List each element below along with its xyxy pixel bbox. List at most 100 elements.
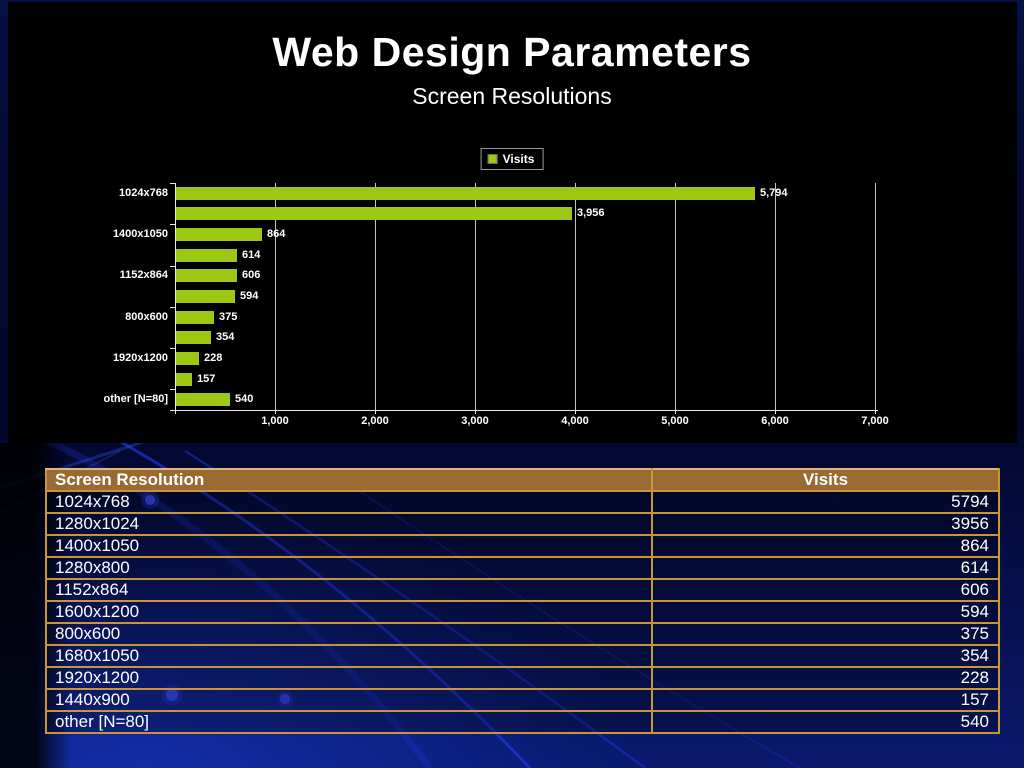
y-axis-line <box>175 183 176 410</box>
gridline <box>475 183 476 410</box>
y-axis-category-label: 1152x864 <box>119 269 168 282</box>
bar <box>176 290 235 303</box>
y-axis-category-label: 800x600 <box>125 310 168 323</box>
x-axis-tick <box>575 410 576 414</box>
table-row: 1440x900 157 <box>45 688 1000 712</box>
bar-value-label: 354 <box>216 331 235 344</box>
x-axis-tick <box>475 410 476 414</box>
bar <box>176 248 237 262</box>
cell-visits: 614 <box>651 556 1000 580</box>
x-axis-tick-label: 2,000 <box>361 415 389 427</box>
y-axis-tick <box>170 265 175 267</box>
x-axis-tick <box>875 410 876 414</box>
x-axis-tick <box>675 410 676 414</box>
table-row: 1024x768 5794 <box>45 490 1000 514</box>
slide-subtitle: Screen Resolutions <box>412 83 612 109</box>
y-axis-category-label: other [N=80] <box>103 393 169 406</box>
visits-bar-chart: 1,000 2,000 3,000 4,000 5,000 6,000 7,000 5,794… <box>103 183 889 427</box>
table-row: 1920x1200 228 <box>45 666 1000 690</box>
cell-screen-resolution: 1680x1050 <box>45 644 653 668</box>
y-axis-tick <box>170 183 175 184</box>
cell-visits: 375 <box>651 622 1000 646</box>
table-row: 1680x1050 354 <box>45 644 1000 668</box>
bar <box>176 269 237 283</box>
y-axis-category-label: 1920x1200 <box>112 351 168 364</box>
cell-visits: 864 <box>651 534 1000 558</box>
cell-screen-resolution: 1024x768 <box>45 490 653 514</box>
bar-value-label: 606 <box>242 269 261 282</box>
bar <box>176 351 199 365</box>
table-row: 1280x800 614 <box>45 556 1000 580</box>
x-axis-tick-label: 1,000 <box>261 415 289 427</box>
resolution-visits-table: Screen Resolution Visits 1024x768 5794 128… <box>45 468 1000 734</box>
y-axis-tick <box>170 389 175 391</box>
cell-screen-resolution: 1600x1200 <box>45 600 653 624</box>
gridline <box>675 183 676 410</box>
bar-value-label: 614 <box>242 248 261 261</box>
bar-value-label: 5,794 <box>760 186 788 199</box>
x-axis-tick-label: 3,000 <box>461 415 489 427</box>
y-axis-tick <box>170 224 175 226</box>
bar <box>176 207 572 221</box>
legend-visits-marker-icon <box>487 154 498 164</box>
bar-value-label: 157 <box>197 372 216 385</box>
bar <box>176 186 755 200</box>
cell-visits: 157 <box>651 688 1000 712</box>
legend-visits-label: Visits <box>502 152 535 166</box>
table-row: 800x600 375 <box>45 622 1000 646</box>
gridline <box>775 183 776 410</box>
x-axis-tick <box>175 410 176 414</box>
bar-value-label: 864 <box>267 228 286 241</box>
column-header-visits: Visits <box>651 468 1000 492</box>
bar-value-label: 594 <box>240 290 259 302</box>
y-axis-tick <box>170 348 175 350</box>
y-axis-category-label: 1024x768 <box>119 186 168 199</box>
y-axis-category-label: 1400x1050 <box>112 228 168 241</box>
table-header-row: Screen Resolution Visits <box>45 468 1000 492</box>
table-row: 1400x1050 864 <box>45 534 1000 558</box>
x-axis-tick <box>275 410 276 414</box>
gridline <box>575 183 576 410</box>
cell-visits: 354 <box>651 644 1000 668</box>
table-row: 1152x864 606 <box>45 578 1000 602</box>
column-header-screen-resolution: Screen Resolution <box>45 468 653 492</box>
x-axis-tick-label: 7,000 <box>861 415 889 427</box>
cell-screen-resolution: 1152x864 <box>45 578 653 602</box>
x-axis-tick <box>375 410 376 414</box>
cell-visits: 594 <box>651 600 1000 624</box>
bar <box>176 310 214 324</box>
cell-visits: 606 <box>651 578 1000 602</box>
gridline <box>875 183 876 410</box>
cell-visits: 540 <box>651 710 1000 734</box>
x-axis-line <box>170 410 878 411</box>
slide-title: Web Design Parameters <box>272 29 752 75</box>
cell-visits: 228 <box>651 666 1000 690</box>
chart-legend: Visits <box>480 148 544 170</box>
y-axis-tick <box>170 306 175 308</box>
bar <box>176 393 230 407</box>
cell-visits: 5794 <box>651 490 1000 514</box>
bar-value-label: 228 <box>204 351 223 364</box>
cell-screen-resolution: 1440x900 <box>45 688 653 712</box>
bar <box>176 372 192 386</box>
cell-screen-resolution: other [N=80] <box>45 710 653 734</box>
bar-value-label: 540 <box>235 393 254 406</box>
bar-value-label: 3,956 <box>577 207 605 220</box>
gridline <box>275 183 276 410</box>
table-row: 1280x1024 3956 <box>45 512 1000 536</box>
chart-black-panel <box>8 2 1017 443</box>
cell-screen-resolution: 1280x800 <box>45 556 653 580</box>
bar-value-label: 375 <box>219 310 238 323</box>
gridline <box>375 183 376 410</box>
x-axis-tick-label: 6,000 <box>761 415 789 427</box>
table-row: 1600x1200 594 <box>45 600 1000 624</box>
cell-visits: 3956 <box>651 512 1000 536</box>
cell-screen-resolution: 1280x1024 <box>45 512 653 536</box>
x-axis-tick <box>775 410 776 414</box>
cell-screen-resolution: 800x600 <box>45 622 653 646</box>
x-axis-tick-label: 5,000 <box>661 415 689 427</box>
table-row: other [N=80] 540 <box>45 710 1000 734</box>
cell-screen-resolution: 1920x1200 <box>45 666 653 690</box>
cell-screen-resolution: 1400x1050 <box>45 534 653 558</box>
